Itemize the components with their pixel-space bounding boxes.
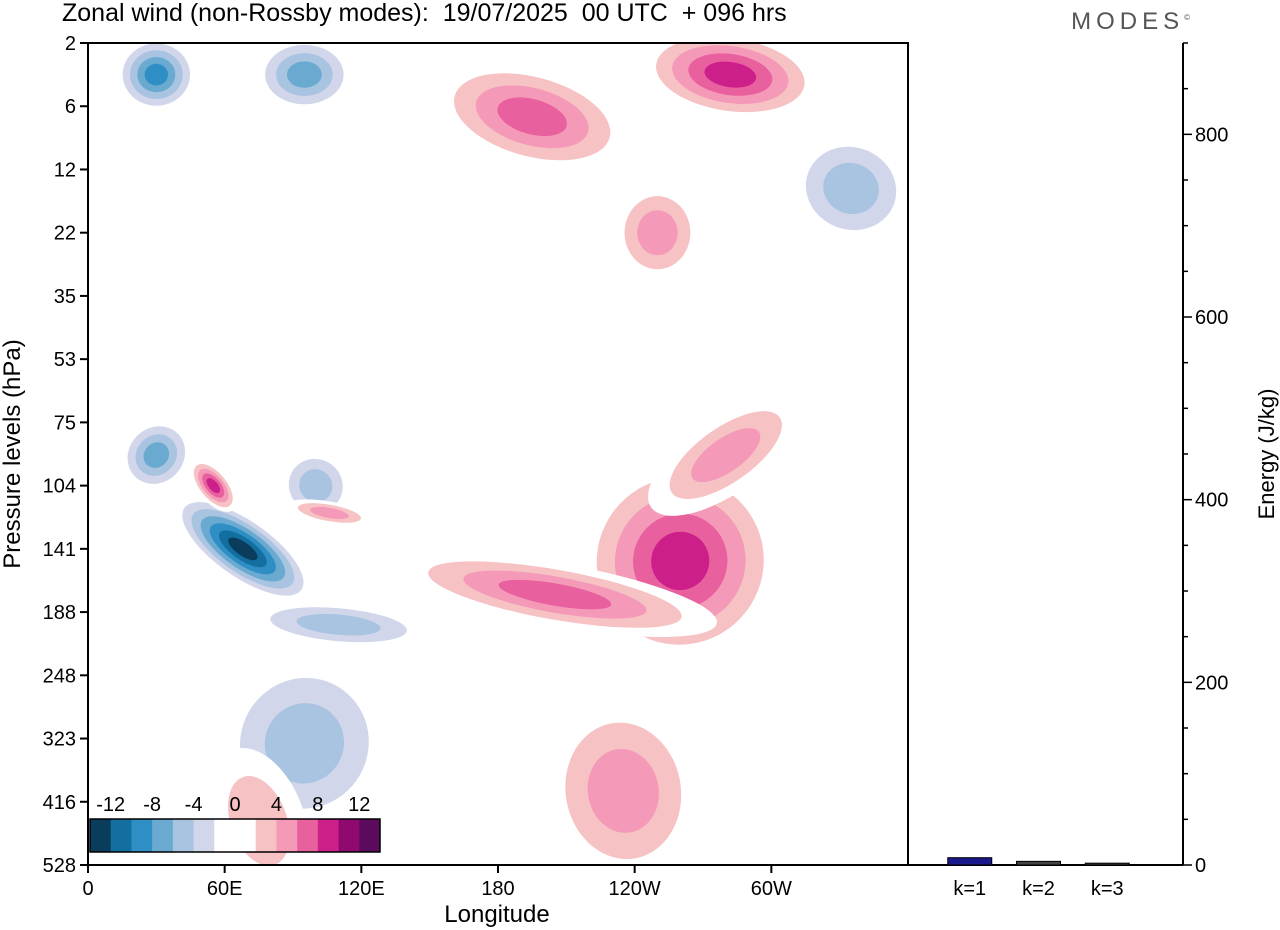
colorbar-frame	[89, 818, 381, 853]
contour-blob-1-level-5	[206, 478, 221, 494]
contour-field	[115, 43, 908, 865]
y-tick-label: 104	[43, 476, 76, 498]
x-tick-label: 60W	[751, 878, 792, 900]
y-tick-label: 248	[43, 665, 76, 687]
colorbar-swatch	[359, 819, 381, 852]
contour-blob-13-level-3	[296, 613, 381, 636]
contour-blob-0-level-7	[228, 537, 258, 561]
energy-panel: 0 200 400 600 800 Energy (J/kg) k=1 k=2 k=3	[908, 42, 1279, 900]
colorbar-swatch	[90, 819, 112, 852]
colorbar-swatch	[214, 819, 236, 852]
energy-bar-k=1	[947, 857, 993, 866]
colorbar-swatch	[193, 819, 215, 852]
x-tick-label: 180	[481, 878, 514, 900]
colorbar-swatch	[297, 819, 319, 852]
colorbar-label: 4	[271, 794, 282, 816]
contour-blob-14-level-3	[264, 703, 345, 784]
energy-tick-label: 400	[1195, 490, 1228, 512]
colorbar-label: 8	[312, 794, 323, 816]
energy-category-label: k=1	[953, 878, 986, 900]
contour-blob-7-level-4	[497, 97, 567, 137]
energy-bar-k=2	[1016, 860, 1061, 866]
y-tick-label: 35	[54, 286, 76, 308]
y-tick-label: 22	[54, 223, 76, 245]
colorbar-swatch	[338, 819, 360, 852]
colorbar-label: 12	[348, 794, 370, 816]
y-tick-label: 188	[43, 602, 76, 624]
colorbar-swatch	[255, 819, 277, 852]
y-tick-label: 2	[65, 33, 76, 55]
y-tick-label: 53	[54, 349, 76, 371]
y-tick-label: 416	[43, 792, 76, 814]
energy-category-label: k=2	[1022, 878, 1055, 900]
x-axis-label: Longitude	[444, 901, 549, 928]
contour-blob-11-level-3	[691, 428, 761, 483]
colorbar-label: -12	[96, 794, 125, 816]
colorbar-swatch	[131, 819, 153, 852]
contour-blob-16-level-3	[587, 748, 659, 833]
energy-bar-k=3	[1084, 862, 1130, 866]
colorbar-swatch	[276, 819, 298, 852]
chart-title: Zonal wind (non-Rossby modes): 19/07/202…	[62, 0, 787, 27]
colorbar-swatch	[110, 819, 132, 852]
y-tick-label: 528	[43, 855, 76, 877]
colorbar-label: 0	[229, 794, 240, 816]
colorbar-label: -8	[143, 794, 161, 816]
energy-category-label: k=3	[1091, 878, 1124, 900]
energy-tick-label: 600	[1195, 307, 1228, 329]
y-tick-label: 12	[54, 159, 76, 181]
contour-blob-12-level-3	[637, 210, 678, 256]
main-plot-frame	[87, 42, 909, 866]
contour-blob-10-level-4	[498, 579, 612, 610]
contour-blob-4-level-3	[310, 506, 349, 520]
contour-blob-3-level-3	[299, 469, 333, 503]
colorbar-swatch	[317, 819, 340, 852]
x-tick-label: 120W	[609, 878, 661, 900]
colorbar-swatch	[172, 819, 195, 852]
colorbar-swatch	[152, 819, 174, 852]
x-tick-label: 60E	[207, 878, 243, 900]
y-tick-label: 75	[54, 412, 76, 434]
y-tick-label: 6	[65, 96, 76, 118]
modes-logo: MODES©	[1071, 8, 1190, 35]
colorbar-swatch	[235, 819, 257, 852]
y-axis-label: Pressure levels (hPa)	[0, 339, 26, 568]
contour-blob-9-level-5	[651, 531, 710, 591]
energy-tick-label: 0	[1195, 855, 1206, 877]
contour-blob-8-level-5	[704, 61, 757, 88]
colorbar: -12 -8 -4 0 4 8 12	[89, 794, 381, 853]
y-tick-label: 141	[43, 539, 76, 561]
contour-blob-15-level-3	[823, 162, 879, 215]
contour-blob-6-level-4	[286, 61, 322, 88]
contour-blob-2-level-4	[143, 442, 170, 468]
energy-tick-label: 200	[1195, 672, 1228, 694]
x-tick-label: 120E	[338, 878, 385, 900]
colorbar-label: -4	[185, 794, 203, 816]
energy-axis-label: Energy (J/kg)	[1254, 389, 1279, 520]
y-tick-label: 323	[43, 729, 76, 751]
energy-tick-label: 800	[1195, 124, 1228, 146]
contour-blob-5-level-5	[144, 63, 169, 86]
x-tick-label: 0	[82, 878, 93, 900]
